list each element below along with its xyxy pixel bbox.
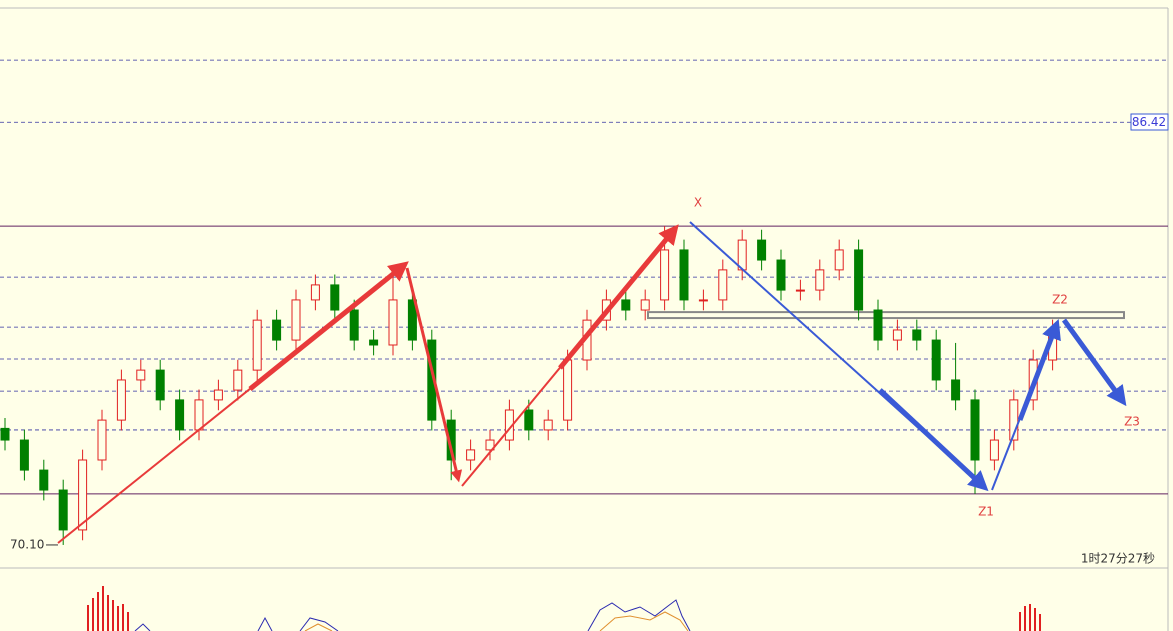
candle-body	[621, 299, 631, 311]
candle-body	[58, 489, 68, 531]
candle-body	[660, 249, 670, 301]
candle-body	[640, 299, 650, 311]
zone-box	[647, 311, 1125, 320]
candle-body	[524, 409, 534, 431]
candle-body	[349, 309, 359, 341]
candle-body	[194, 399, 204, 431]
candle-body	[155, 369, 165, 401]
candle-body	[485, 439, 495, 451]
price-label-box	[1130, 113, 1169, 131]
indicator-line	[304, 611, 689, 631]
annotation: Z2	[1052, 293, 1068, 307]
candle-body	[39, 469, 49, 491]
candle-body	[776, 259, 786, 291]
price-label: 86.42	[1132, 115, 1166, 129]
candle-body	[1009, 399, 1019, 441]
arrow	[878, 388, 989, 492]
candle-body	[679, 249, 689, 301]
candle-body	[795, 289, 805, 292]
candle-body	[407, 299, 417, 341]
candle-body	[272, 319, 282, 341]
timer: 1时27分27秒	[1081, 552, 1155, 566]
candle-body	[97, 419, 107, 461]
candle-body	[698, 299, 708, 302]
candle-body	[854, 249, 864, 311]
indicator-panel	[87, 586, 1041, 631]
low-label: 70.10	[10, 537, 44, 551]
candle-body	[116, 379, 126, 421]
candle-body	[213, 389, 223, 401]
candle-body	[19, 439, 29, 471]
candle-body	[291, 299, 301, 341]
candle-body	[912, 329, 922, 341]
arrow	[1061, 318, 1127, 407]
candle-body	[427, 339, 437, 421]
candle-body	[446, 419, 456, 461]
arrow	[1017, 318, 1061, 421]
candle-body	[563, 359, 573, 421]
arrow	[558, 224, 679, 370]
candle-body	[330, 284, 340, 311]
candle-body	[388, 299, 398, 346]
candle-body	[543, 419, 553, 431]
candle-body	[369, 339, 379, 346]
candle-body	[233, 369, 243, 391]
candle-body	[78, 459, 88, 531]
annotation: Z3	[1124, 415, 1140, 429]
indicator-line	[134, 599, 691, 631]
annotation: Z1	[978, 505, 994, 519]
candle-body	[757, 239, 767, 261]
candle-body	[892, 329, 902, 341]
candle-body	[834, 249, 844, 271]
candle-body	[815, 269, 825, 291]
candle-body	[970, 399, 980, 461]
candle-body	[136, 369, 146, 381]
candle-body	[718, 269, 728, 301]
candle-body	[175, 399, 185, 431]
candle-body	[310, 284, 320, 301]
candle-body	[466, 449, 476, 461]
arrow	[248, 261, 409, 391]
annotation: X	[694, 196, 702, 210]
candle-body	[951, 379, 961, 401]
candle-body	[931, 339, 941, 381]
candle-body	[252, 319, 262, 371]
candle-body	[873, 309, 883, 341]
pattern-arrows	[57, 221, 1127, 544]
candle-body	[0, 427, 10, 441]
arrow	[405, 267, 463, 483]
candle-body	[989, 439, 999, 461]
indicator-bars	[87, 586, 1041, 631]
